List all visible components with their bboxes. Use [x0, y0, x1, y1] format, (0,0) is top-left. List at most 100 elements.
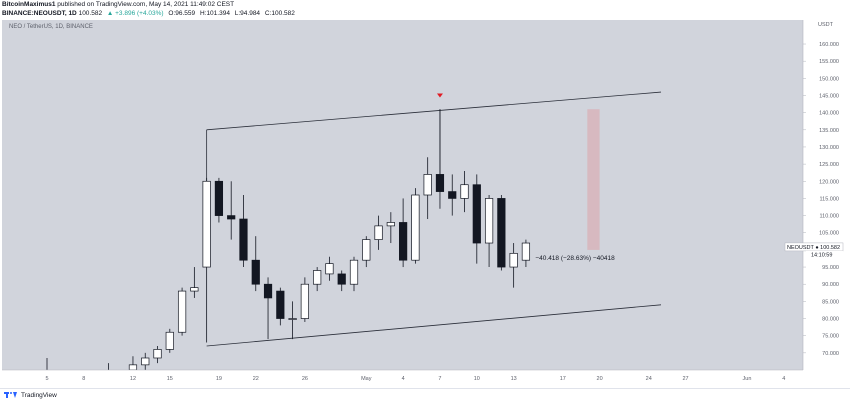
- candle-up[interactable]: [313, 270, 322, 285]
- x-tick-label: 13: [511, 376, 517, 382]
- tradingview-logo[interactable]: TradingView: [4, 391, 57, 399]
- x-tick-label: 10: [474, 376, 480, 382]
- x-tick-label: 22: [253, 376, 259, 382]
- price-label-text: NEOUSDT ● 100.582: [787, 245, 840, 251]
- candle-down[interactable]: [472, 184, 481, 244]
- candle-down[interactable]: [276, 290, 285, 319]
- candle-down[interactable]: [263, 283, 273, 299]
- candle-up[interactable]: [411, 194, 420, 261]
- author-name[interactable]: BitcoinMaximus1: [2, 1, 56, 8]
- candle-down[interactable]: [214, 180, 224, 216]
- candle-up[interactable]: [105, 372, 113, 377]
- close-value: C:100.582: [264, 10, 295, 17]
- target-box: [587, 109, 600, 250]
- candle-up[interactable]: [153, 349, 162, 359]
- y-tick-label: 130.000: [819, 145, 839, 151]
- footer: TradingView: [0, 388, 850, 404]
- y-tick-label: 155.000: [819, 59, 839, 65]
- plot-background: [2, 20, 803, 370]
- y-tick-label: 125.000: [819, 162, 839, 168]
- ohlc-line: BINANCE:NEOUSDT, 1D 100.582 ▲ +3.896 (+4…: [2, 9, 848, 18]
- y-tick-label: 150.000: [819, 76, 839, 82]
- y-tick-label: 160.000: [819, 42, 839, 48]
- candle-up[interactable]: [386, 222, 395, 227]
- candle-up[interactable]: [141, 357, 150, 366]
- y-tick-label: 75.000: [822, 334, 839, 340]
- high-value: H:101.394: [199, 10, 230, 17]
- low-value: L:94.984: [234, 10, 261, 17]
- x-tick-label: 20: [597, 376, 603, 382]
- candlestick-chart[interactable]: −40.418 (−28.63%) −40418 USDT 70.000 75.000…: [0, 20, 850, 382]
- candle-up[interactable]: [509, 252, 518, 268]
- countdown-box: [806, 250, 843, 258]
- x-tick-label: May: [361, 376, 372, 382]
- x-tick-label: 7: [438, 376, 441, 382]
- y-tick-label: 135.000: [819, 128, 839, 134]
- x-tick-label: 19: [216, 376, 222, 382]
- x-tick-label: 26: [302, 376, 308, 382]
- candle-up[interactable]: [300, 283, 309, 319]
- candle-up[interactable]: [190, 287, 199, 292]
- candle-up[interactable]: [349, 259, 359, 285]
- publish-line: BitcoinMaximus1 published on TradingView…: [2, 0, 848, 9]
- channel-lower-line: [206, 304, 662, 347]
- candles-group: [46, 109, 531, 377]
- symbol-title: NEO / TetherUS, 1D, BINANCE: [9, 24, 93, 30]
- y-tick-label: 70.000: [822, 351, 839, 357]
- y-tick-label: 105.000: [819, 231, 839, 237]
- tradingview-logo-icon: [4, 391, 18, 399]
- last-price: 100.582: [78, 10, 103, 17]
- candle-down[interactable]: [251, 259, 260, 285]
- candle-down[interactable]: [337, 273, 346, 285]
- candle-up[interactable]: [460, 184, 469, 199]
- candle-up[interactable]: [177, 290, 187, 333]
- candle-down[interactable]: [239, 218, 248, 261]
- symbol-line: BINANCE:NEOUSDT, 1D: [2, 10, 77, 17]
- candle-up[interactable]: [325, 263, 334, 275]
- x-tick-label: 5: [45, 376, 48, 382]
- y-tick-label: 115.000: [820, 196, 839, 202]
- x-tick-label: Jun: [743, 376, 752, 382]
- x-tick-label: 24: [646, 376, 652, 382]
- candle-up[interactable]: [521, 242, 531, 261]
- price-change: ▲ +3.896 (+4.03%): [106, 10, 164, 17]
- candle-up[interactable]: [128, 364, 138, 370]
- y-tick-label: 80.000: [822, 317, 839, 323]
- y-tick-label: 90.000: [822, 282, 839, 288]
- x-tick-label: 27: [682, 376, 688, 382]
- candle-up[interactable]: [374, 225, 383, 240]
- x-tick-label: 12: [130, 376, 136, 382]
- tradingview-logo-text: TradingView: [21, 391, 57, 399]
- x-tick-label: 17: [560, 376, 566, 382]
- candle-up[interactable]: [423, 174, 432, 196]
- x-tick-label: 4: [782, 376, 785, 382]
- measure-label: −40.418 (−28.63%) −40418: [535, 255, 615, 262]
- candle-down[interactable]: [435, 174, 445, 192]
- candle-down[interactable]: [399, 222, 408, 261]
- x-tick-label: 15: [167, 376, 173, 382]
- y-tick-label: 110.000: [820, 214, 839, 220]
- channel-upper-line: [206, 91, 662, 131]
- sell-marker-icon: [436, 93, 443, 98]
- candle-down[interactable]: [497, 198, 506, 268]
- y-tick-label: 145.000: [819, 93, 839, 99]
- candle-up[interactable]: [484, 198, 494, 244]
- publish-info: published on TradingView.com, May 14, 20…: [57, 1, 235, 8]
- chart-header: BitcoinMaximus1 published on TradingView…: [2, 0, 848, 20]
- chart-area[interactable]: −40.418 (−28.63%) −40418 USDT 70.000 75.000…: [0, 20, 850, 382]
- y-tick-label: 120.000: [819, 179, 839, 185]
- candle-up[interactable]: [288, 318, 297, 320]
- countdown-text: 14:10:59: [811, 252, 832, 258]
- candle-down[interactable]: [227, 215, 236, 220]
- x-tick-label: 8: [82, 376, 85, 382]
- y-tick-label: 140.000: [819, 111, 839, 117]
- open-value: O:96.559: [168, 10, 196, 17]
- candle-up[interactable]: [202, 180, 211, 268]
- y-tick-label: 95.000: [822, 265, 839, 271]
- x-tick-label: 4: [402, 376, 405, 382]
- candle-up[interactable]: [165, 331, 174, 350]
- y-tick-label: 85.000: [822, 299, 839, 305]
- currency-label: USDT: [818, 22, 834, 28]
- candle-up[interactable]: [362, 239, 371, 261]
- candle-down[interactable]: [448, 191, 457, 199]
